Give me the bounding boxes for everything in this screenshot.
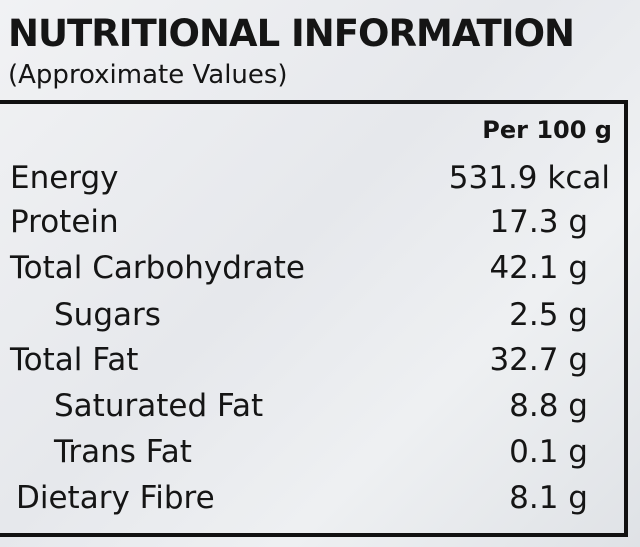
top-rule: [0, 100, 628, 104]
amount: 42.1 g: [489, 250, 588, 286]
amount: 32.7 g: [489, 342, 588, 378]
amount: 2.5 g: [509, 297, 588, 333]
bottom-rule: [0, 533, 628, 537]
amount: 8.1 g: [509, 480, 588, 516]
nutrient: Saturated Fat: [54, 388, 264, 424]
subtitle: (Approximate Values): [8, 60, 288, 90]
nutrient: Energy: [10, 160, 119, 196]
amount: 0.1 g: [509, 434, 588, 470]
table-row: Trans Fat 0.1 g: [10, 434, 588, 478]
right-rule: [624, 100, 628, 537]
amount: 17.3 g: [489, 204, 588, 240]
nutrient: Protein: [10, 204, 119, 240]
amount: 531.9 kcal: [448, 160, 610, 196]
table-row: Total Fat 32.7 g: [10, 342, 588, 386]
nutrient: Total Carbohydrate: [10, 250, 305, 286]
nutrient: Sugars: [54, 297, 161, 333]
column-header: Per 100 g: [482, 116, 612, 144]
amount: 8.8 g: [509, 388, 588, 424]
title: NUTRITIONAL INFORMATION: [8, 12, 575, 55]
table-row: Dietary Fibre 8.1 g: [10, 480, 588, 524]
table-row: Sugars 2.5 g: [10, 297, 588, 341]
table-row: Energy 531.9 kcal: [10, 160, 610, 204]
nutrient: Total Fat: [10, 342, 139, 378]
table-row: Saturated Fat 8.8 g: [10, 388, 588, 432]
nutrient: Dietary Fibre: [16, 480, 215, 516]
nutrient: Trans Fat: [54, 434, 192, 470]
table-row: Protein 17.3 g: [10, 204, 588, 248]
table-row: Total Carbohydrate 42.1 g: [10, 250, 588, 294]
